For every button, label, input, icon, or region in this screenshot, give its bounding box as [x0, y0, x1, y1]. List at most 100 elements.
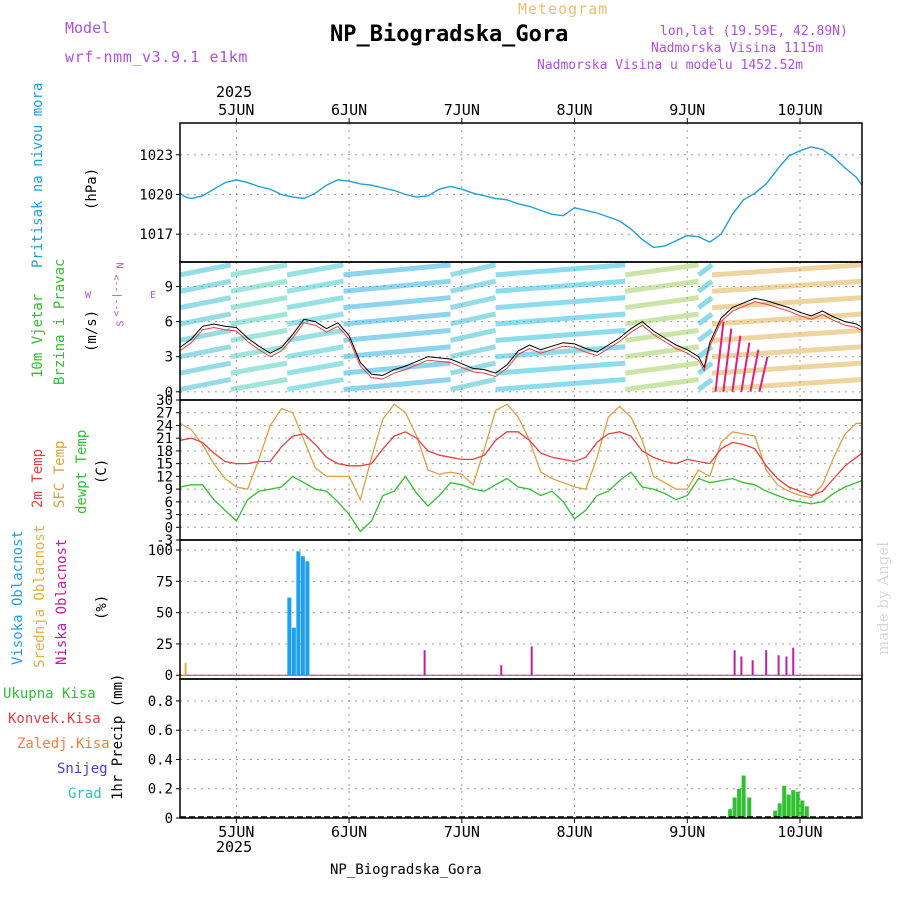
- wind-barb-band: [495, 360, 626, 376]
- wind-barb-band: [697, 279, 714, 294]
- wind-barb-band: [624, 376, 699, 392]
- year-label-bottom: 2025: [216, 838, 253, 856]
- precip-bar: [773, 810, 778, 818]
- wind-barb-band: [286, 360, 344, 376]
- wind-barb-low: [722, 328, 733, 392]
- wind-barb-band: [343, 262, 451, 278]
- wind-barb-band: [286, 327, 344, 343]
- precip-bar: [732, 797, 737, 818]
- wind-barb-band: [179, 278, 232, 294]
- precip-bar: [800, 800, 805, 818]
- wind-barb-band: [286, 262, 344, 278]
- precip-bar: [747, 797, 752, 818]
- wind-barb-band: [495, 376, 626, 392]
- low-cloud-bar: [765, 650, 768, 676]
- wind-barb-band: [711, 278, 863, 294]
- pressure-line: [179, 146, 863, 249]
- chart-subtitle: Meteogram: [518, 0, 609, 18]
- x-tick-label-bottom: 5JUN: [218, 823, 254, 841]
- wind-barb-low: [714, 321, 725, 392]
- chart-title: NP_Biogradska_Gora: [330, 22, 569, 47]
- x-tick-label-top: 10JUN: [777, 101, 822, 119]
- y-tick-label: 1023: [139, 148, 173, 164]
- y-tick-label: 18: [156, 444, 173, 460]
- wind-barb-band: [286, 295, 344, 311]
- wind-barb-band: [450, 344, 497, 360]
- model-altitude-label: Nadmorska Visina u modelu 1452.52m: [537, 58, 804, 73]
- wind-barb-band: [624, 311, 699, 327]
- wind-barb-low: [758, 356, 769, 393]
- legend-convective-rain: Konvek.Kisa: [8, 711, 101, 727]
- wind-barb-low: [731, 335, 742, 392]
- wind-barb-band: [697, 262, 714, 277]
- wind-barb-band: [624, 327, 699, 343]
- wind-barb-band: [179, 295, 232, 311]
- wind-barb-low: [740, 342, 751, 392]
- wind-barb-band: [230, 377, 288, 392]
- wind-barb-band: [179, 311, 232, 327]
- wind-barb-band: [286, 344, 344, 360]
- wind-barb-band: [179, 377, 232, 392]
- mid-cloud-bar: [184, 662, 187, 676]
- y-tick-label: 27: [156, 406, 173, 422]
- precip-bar: [777, 803, 782, 818]
- y-tick-label: 21: [156, 431, 173, 447]
- low-cloud-bar: [423, 650, 426, 676]
- y-tick-label: 6: [165, 495, 173, 511]
- precip-bar: [782, 785, 787, 818]
- temp2m-line: [179, 431, 863, 497]
- y-tick-label: 1020: [139, 187, 173, 203]
- wind-barb-band: [495, 278, 626, 294]
- y-tick-label: 6: [165, 315, 173, 331]
- low-cloud-bar: [751, 660, 754, 676]
- wind-barb-band: [711, 311, 863, 327]
- wind-barb-band: [450, 327, 497, 343]
- wind-barb-band: [711, 344, 863, 360]
- panel-frame: [179, 399, 863, 541]
- wind-barb-band: [711, 262, 863, 278]
- wind-barb-band: [343, 278, 451, 294]
- y-tick-label: 50: [156, 606, 173, 622]
- wind-barb-band: [697, 311, 714, 326]
- wind-barb-band: [286, 377, 344, 392]
- x-tick-label-bottom: 9JUN: [669, 823, 705, 841]
- high-cloud-bar: [287, 597, 292, 676]
- wind-barb-band: [343, 295, 451, 311]
- wind-barb-band: [495, 311, 626, 327]
- wind-barb-band: [179, 344, 232, 360]
- high-cloud-bar: [296, 551, 301, 676]
- wind-barb-band: [624, 262, 699, 278]
- legend-snow: Snijeg: [57, 761, 108, 777]
- low-cloud-bar: [733, 650, 736, 676]
- y-tick-label: 0: [165, 520, 173, 536]
- y-tick-label: 1017: [139, 227, 173, 243]
- low-cloud-bar: [785, 656, 788, 676]
- dewpt-line: [179, 471, 863, 533]
- y-tick-label: 0.6: [148, 723, 173, 739]
- y-tick-label: 9: [165, 280, 173, 296]
- low-cloud-bar: [500, 665, 503, 676]
- wind-barb-band: [230, 311, 288, 327]
- wind-barb-band: [230, 278, 288, 294]
- coords-label: lon,lat (19.59E, 42.89N): [660, 24, 848, 39]
- x-tick-label-top: 8JUN: [556, 101, 592, 119]
- y-tick-label: 25: [156, 637, 173, 653]
- high-cloud-bar: [300, 556, 305, 676]
- high-cloud-bar: [305, 561, 310, 676]
- compass-e: E: [150, 290, 157, 301]
- wind-barb-band: [343, 327, 451, 343]
- wind-barb-band: [495, 262, 626, 278]
- y-tick-label: 0.8: [148, 694, 173, 710]
- y-tick-label: 3: [165, 508, 173, 524]
- wind-barb-band: [711, 295, 863, 311]
- x-tick-label-top: 9JUN: [669, 101, 705, 119]
- wind-barb-band: [343, 311, 451, 327]
- legend-hail: Grad: [68, 786, 102, 802]
- low-cloud-bar: [792, 647, 795, 676]
- wind-barb-band: [343, 360, 451, 376]
- wind-barb-band: [286, 278, 344, 294]
- precip-bar: [786, 794, 791, 818]
- year-label-top: 2025: [216, 83, 253, 101]
- panel-frame: [179, 122, 863, 263]
